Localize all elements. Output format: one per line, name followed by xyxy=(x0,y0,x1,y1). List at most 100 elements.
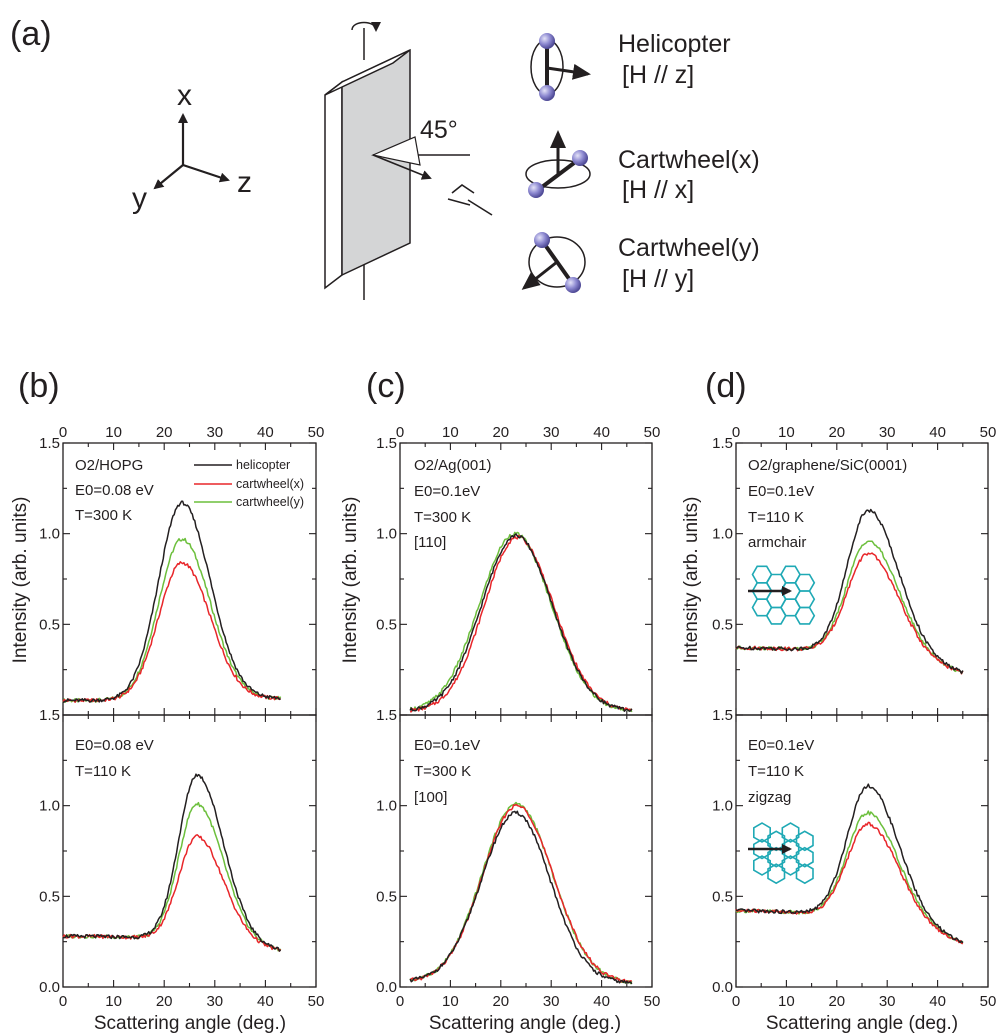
series-line-cartwheely xyxy=(62,537,282,703)
x-tick-label-top: 50 xyxy=(980,424,997,441)
y-tick-label: 0.5 xyxy=(712,616,733,633)
x-tick-label: 0 xyxy=(59,993,67,1010)
x-axis-title-b: Scattering angle (deg.) xyxy=(94,1013,286,1034)
series-line-helicopter xyxy=(62,500,281,703)
hexagon-cell xyxy=(794,606,816,625)
x-tick-label-top: 20 xyxy=(828,424,845,441)
annotation-temperature: T=300 K xyxy=(75,507,132,524)
series-line-cartwheelx xyxy=(62,834,282,952)
annotation-system: O2/Ag(001) xyxy=(414,457,492,474)
mode-name-cartwheel-x: Cartwheel(x) xyxy=(618,146,760,174)
x-axis-title-c: Scattering angle (deg.) xyxy=(429,1013,621,1034)
hexagon-cell xyxy=(752,855,772,876)
series-line-helicopter xyxy=(62,773,282,952)
series-line-helicopter xyxy=(409,533,633,712)
x-tick-label: 0 xyxy=(732,993,740,1010)
y-tick-label: 1.0 xyxy=(712,798,733,815)
axis-label-x: x xyxy=(177,79,192,112)
hexagon-cell xyxy=(752,838,772,860)
hexagon-cell xyxy=(767,830,786,852)
cartwheel-x-rotation-icon xyxy=(525,130,591,198)
x-tick-label: 30 xyxy=(879,993,896,1010)
y-tick-label: 0.5 xyxy=(39,616,60,633)
beam-geometry: 45° xyxy=(371,116,493,216)
y-tick-label: 1.5 xyxy=(376,707,397,724)
x-tick-label: 40 xyxy=(593,993,610,1010)
chart-d-bottom: 0 10 20 30 40 50 0.0 0.5 1.0 1.5 E0=0.1eV T=110 K… xyxy=(712,707,996,1010)
x-tick-label: 50 xyxy=(308,993,325,1010)
mode-name-helicopter: Helicopter xyxy=(618,30,731,58)
chart-c-top: 0 10 20 30 40 50 0.5 1.0 1.5 O2/Ag(001) E0=0.1eV… xyxy=(376,424,661,716)
hexagon-cell xyxy=(795,830,814,852)
x-tick-label-top: 40 xyxy=(257,424,274,441)
x-tick-label: 10 xyxy=(105,993,122,1010)
annotation-orientation: zigzag xyxy=(748,789,791,806)
zigzag-lattice-icon xyxy=(752,822,814,885)
x-tick-label: 30 xyxy=(543,993,560,1010)
annotation-energy: E0=0.1eV xyxy=(748,737,814,754)
y-tick-label: 1.0 xyxy=(39,798,60,815)
x-tick-label-top: 40 xyxy=(593,424,610,441)
chart-c-bottom: 0 10 20 30 40 50 0.0 0.5 1.0 1.5 E0=0.1eV T=300 K… xyxy=(376,707,660,1010)
scattered-beam-arrow xyxy=(372,154,432,180)
rotation-arrow-icon xyxy=(351,21,381,32)
x-tick-label-top: 0 xyxy=(59,424,67,441)
y-axis-title-b: Intensity (arb. units) xyxy=(10,497,31,664)
hexagon-cell xyxy=(781,822,800,843)
chart-b-bottom: 0 10 20 30 40 50 0.0 0.5 1.0 1.5 E0=0.08 eV T=110… xyxy=(39,707,324,1010)
annotation-temperature: T=300 K xyxy=(414,763,471,780)
annotation-system: O2/HOPG xyxy=(75,457,143,474)
axis-label-z: z xyxy=(237,166,252,199)
panel-label-a: (a) xyxy=(10,15,52,53)
series-line-cartwheely xyxy=(735,810,964,945)
panel-label-b: (b) xyxy=(18,367,60,405)
x-tick-label-top: 0 xyxy=(396,424,404,441)
panel-b-column: Intensity (arb. units) Scattering angle … xyxy=(10,424,324,1034)
series-line-helicopter xyxy=(409,810,633,985)
plot-frame xyxy=(62,714,317,988)
panel-d-column: Intensity (arb. units) Scattering angle … xyxy=(681,424,996,1034)
chart-d-top: 0 10 20 30 40 50 0.5 1.0 1.5 O2/graphene/SiC(000… xyxy=(712,424,997,716)
series-line-cartwheelx xyxy=(409,803,632,984)
y-tick-label: 1.5 xyxy=(712,435,733,452)
annotation-temperature: T=110 K xyxy=(748,763,804,780)
x-tick-label-top: 50 xyxy=(644,424,661,441)
hexagon-cell xyxy=(767,863,786,885)
x-tick-label-top: 20 xyxy=(492,424,509,441)
series-line-cartwheely xyxy=(409,801,633,985)
x-tick-label: 40 xyxy=(929,993,946,1010)
x-tick-label: 50 xyxy=(980,993,997,1010)
angle-label: 45° xyxy=(420,116,458,144)
annotation-energy: E0=0.08 eV xyxy=(75,482,154,499)
x-axis-title-d: Scattering angle (deg.) xyxy=(766,1013,958,1034)
y-axis-arrow xyxy=(153,164,184,190)
y-tick-label: 0.5 xyxy=(376,616,397,633)
legend-label-helicopter: helicopter xyxy=(236,458,290,472)
x-tick-label: 20 xyxy=(492,993,509,1010)
chart-b-top: 0 10 20 30 40 500.51.01.5 O2/HOPG E0=0.08 eV … xyxy=(39,424,324,716)
helicopter-rotation-icon xyxy=(530,33,591,101)
annotation-orientation: armchair xyxy=(748,534,806,551)
plot-frame xyxy=(399,714,653,988)
series-line-cartwheelx xyxy=(410,534,633,713)
annotation-temperature: T=300 K xyxy=(414,509,471,526)
detector-icon xyxy=(447,184,493,216)
mode-field-cartwheel-y: [H // y] xyxy=(622,265,694,293)
x-tick-label-top: 40 xyxy=(929,424,946,441)
coordinate-axes: x z y xyxy=(132,79,252,215)
y-tick-label: 0.5 xyxy=(712,888,733,905)
hexagon-cell xyxy=(794,590,816,609)
panel-label-d: (d) xyxy=(705,367,747,405)
x-tick-label-top: 30 xyxy=(543,424,560,441)
armchair-lattice-icon xyxy=(751,565,816,625)
series-line-helicopter xyxy=(735,783,964,944)
hexagon-cell xyxy=(794,573,816,592)
x-tick-label-top: 30 xyxy=(879,424,896,441)
x-tick-label-top: 0 xyxy=(732,424,740,441)
annotation-direction: [100] xyxy=(414,789,447,806)
x-tick-label-top: 10 xyxy=(105,424,122,441)
mode-name-cartwheel-y: Cartwheel(y) xyxy=(618,234,760,262)
y-tick-label: 1.0 xyxy=(376,526,397,543)
x-tick-label: 20 xyxy=(828,993,845,1010)
